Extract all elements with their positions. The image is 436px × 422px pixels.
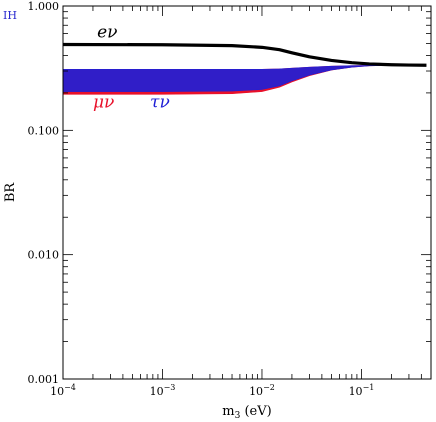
y-axis-title: BR [3, 182, 18, 203]
y-tick-label: 0.001 [28, 373, 60, 386]
tau-nu-label: τν [150, 93, 170, 113]
y-tick-label: 1.000 [28, 0, 60, 13]
x-tick-label: 10−3 [150, 383, 176, 398]
series-label-layer: eν μν τν [93, 22, 170, 112]
tau-nu-band [62, 64, 427, 92]
tick-label-layer: 10−4 10−3 10−2 10−1 0.001 0.010 0.100 1.000 [28, 0, 375, 398]
plot-frame [62, 5, 432, 380]
band-layer [62, 64, 427, 95]
x-tick-label: 10−2 [249, 383, 275, 398]
x-axis-title: m3 (eV) [222, 404, 271, 421]
x-tick-label: 10−1 [349, 383, 375, 398]
mu-nu-label: μν [93, 93, 114, 113]
x-tick-label: 10−4 [50, 383, 76, 398]
line-layer [62, 42, 427, 67]
y-tick-label: 0.010 [28, 249, 60, 262]
e-nu-label: eν [97, 22, 117, 42]
y-tick-label: 0.100 [28, 124, 60, 137]
corner-tag: IH [3, 9, 17, 22]
e-nu-line [62, 42, 427, 67]
tick-layer [62, 5, 432, 380]
